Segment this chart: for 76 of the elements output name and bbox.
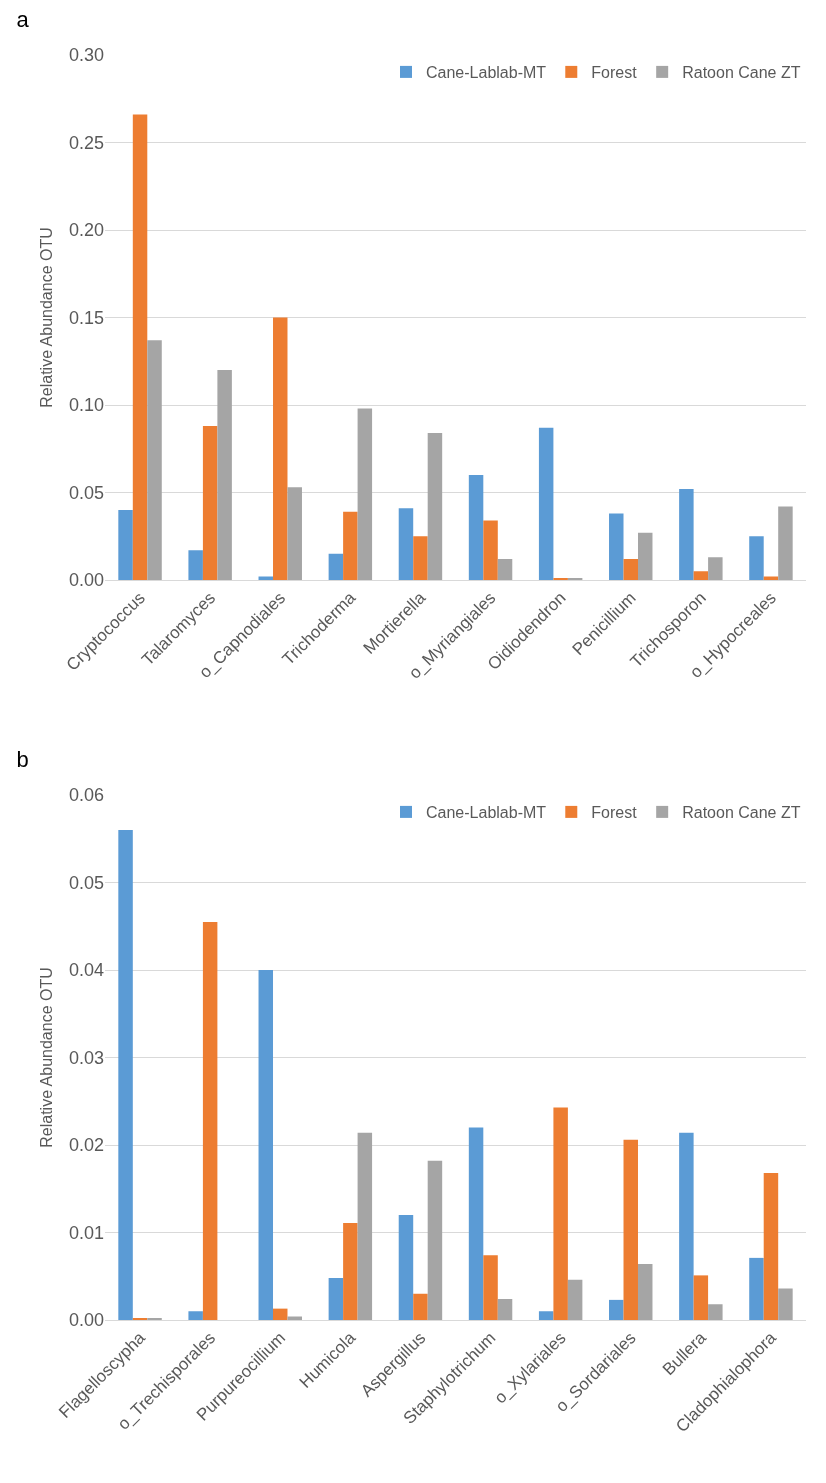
bar (778, 1288, 793, 1320)
bar (468, 475, 484, 580)
bar (778, 506, 793, 580)
bar (413, 1293, 428, 1320)
y-tick-label: 0.10 (68, 395, 104, 416)
bar (258, 970, 274, 1320)
y-tick-label: 0.00 (68, 570, 104, 591)
bar (483, 1255, 498, 1320)
bar (343, 511, 358, 580)
bar (553, 1107, 568, 1320)
legend-label: Cane-Lablab-MT (426, 64, 547, 82)
bar (609, 513, 624, 580)
y-tick-label: 0.25 (68, 132, 104, 153)
bar (118, 510, 133, 580)
bar (623, 1139, 638, 1320)
y-tick-label: 0.06 (68, 785, 104, 806)
bar (217, 370, 232, 580)
bar (188, 550, 203, 580)
bar (497, 1299, 513, 1320)
y-tick-label: 0.01 (68, 1222, 104, 1243)
bar (637, 532, 653, 580)
bar (188, 1311, 203, 1320)
bar (202, 426, 218, 580)
bar (483, 520, 498, 580)
chart-title: b (16, 746, 29, 772)
y-tick-label: 0.03 (68, 1047, 104, 1068)
legend-label: Forest (591, 804, 638, 822)
bar (693, 571, 709, 580)
legend-label: Cane-Lablab-MT (426, 804, 547, 822)
y-axis-title: Relative Abundance OTU (37, 967, 55, 1148)
bar (287, 487, 302, 580)
bar (357, 1132, 373, 1320)
bar (679, 489, 694, 580)
y-tick-label: 0.02 (68, 1135, 104, 1156)
y-tick-label: 0.05 (68, 482, 104, 503)
y-tick-label: 0.04 (68, 960, 104, 981)
bar (413, 536, 428, 580)
bar (328, 553, 344, 580)
bar (427, 433, 443, 580)
bar (343, 1222, 358, 1320)
bar (763, 1173, 779, 1320)
bar (567, 1279, 583, 1320)
bar (118, 830, 133, 1320)
bar (398, 1215, 414, 1320)
legend-label: Ratoon Cane ZT (682, 64, 801, 82)
y-tick-label: 0.30 (68, 45, 104, 66)
bar (538, 1311, 554, 1320)
bar (623, 559, 638, 580)
bar (398, 508, 414, 580)
bar (202, 921, 218, 1320)
bar (679, 1132, 694, 1320)
bar (497, 559, 513, 580)
bar (273, 1308, 288, 1320)
bar (708, 1304, 723, 1320)
y-tick-label: 0.15 (68, 307, 104, 328)
bar (693, 1275, 709, 1320)
bar (273, 317, 288, 580)
bar (427, 1160, 443, 1320)
y-tick-label: 0.20 (68, 220, 104, 241)
y-axis-title: Relative Abundance OTU (37, 227, 55, 408)
legend-label: Forest (591, 64, 638, 82)
y-tick-label: 0.00 (68, 1310, 104, 1331)
y-tick-label: 0.05 (68, 872, 104, 893)
bar (468, 1127, 484, 1320)
bar (749, 1257, 764, 1320)
chart-title: a (16, 6, 30, 32)
bar (147, 340, 162, 580)
bar (609, 1299, 624, 1320)
bar (708, 557, 723, 580)
bar (749, 536, 764, 580)
bar (328, 1278, 344, 1320)
bar (637, 1264, 653, 1320)
bar (132, 114, 148, 580)
bar (357, 408, 373, 580)
bar (538, 427, 554, 580)
legend-label: Ratoon Cane ZT (682, 804, 801, 822)
